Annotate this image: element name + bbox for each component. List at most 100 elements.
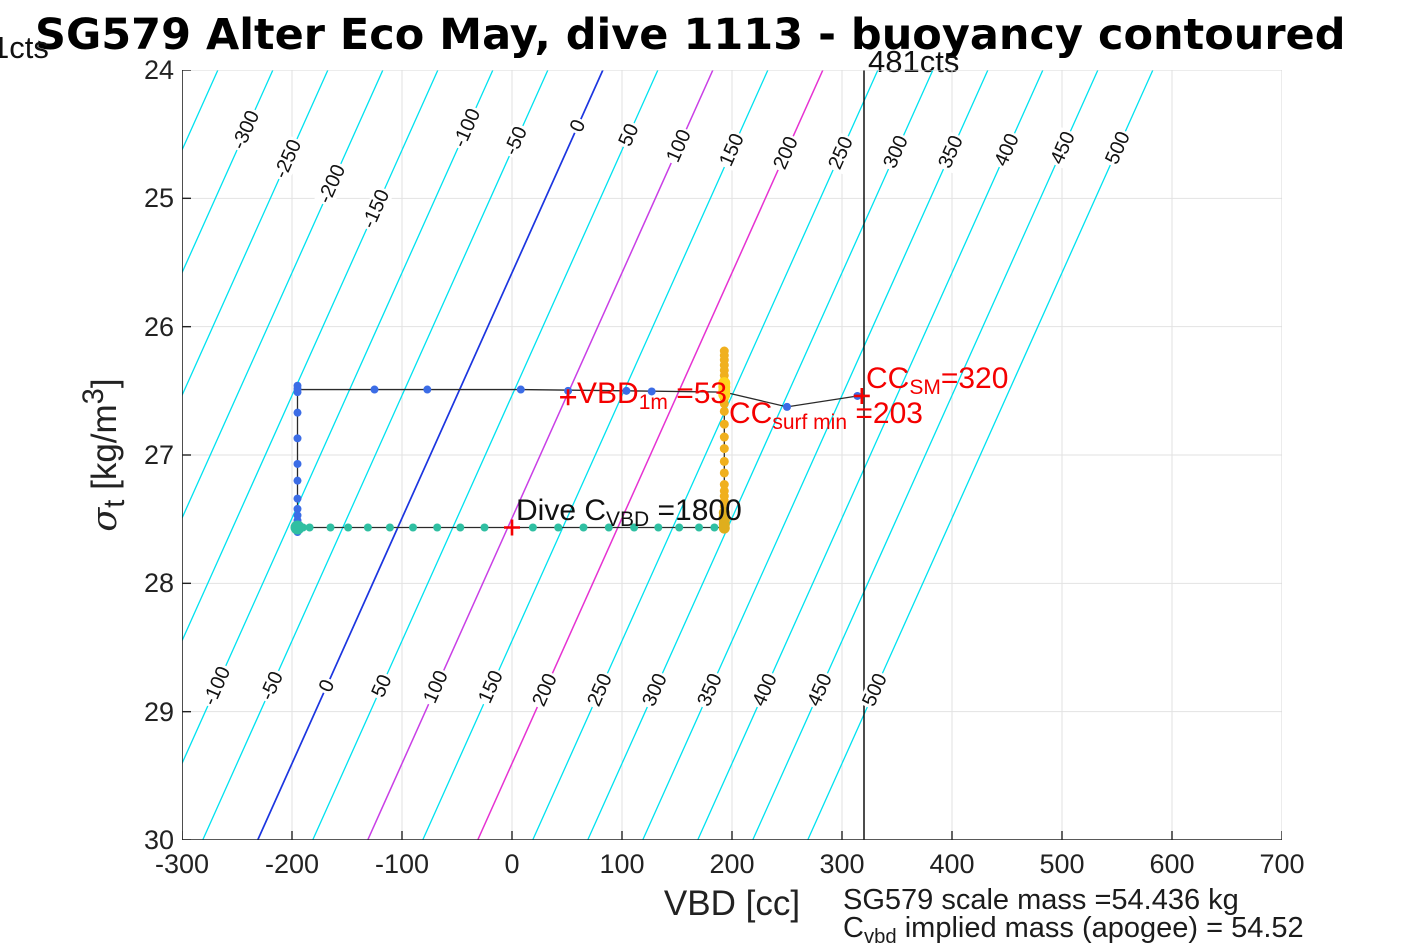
contour-line — [312, 70, 659, 840]
contour-line — [532, 70, 879, 840]
contour-line — [182, 70, 494, 766]
contour-line — [182, 70, 329, 398]
y-tick-label: 29 — [143, 696, 174, 727]
x-tick-label: 100 — [599, 849, 645, 879]
data-point-climb — [695, 523, 703, 532]
data-point-vbd-move-bright — [718, 388, 731, 401]
data-point-vbd-move — [719, 444, 729, 454]
contour-line — [752, 70, 1099, 840]
contour-line — [807, 70, 1154, 840]
annotation-text: VBD — [577, 377, 639, 410]
data-point-climb — [579, 523, 588, 532]
contour-line — [367, 70, 714, 840]
data-point-dive — [293, 388, 302, 397]
data-point-dive — [293, 434, 302, 443]
data-point-climb — [528, 523, 537, 532]
annotation-subscript: surf min — [772, 411, 848, 435]
data-point-vbd-move — [719, 456, 729, 466]
y-axis-label: σt [kg/m3] — [78, 378, 132, 531]
data-point-climb — [675, 523, 684, 532]
contour-line — [422, 70, 769, 840]
data-point-climb — [433, 523, 442, 532]
annotation-subscript: SM — [909, 376, 941, 400]
implied-mass-value: implied mass (apogee) = 54.52 — [896, 912, 1304, 944]
plus-marker — [504, 519, 520, 536]
x-tick-label: 200 — [709, 849, 755, 879]
data-point-vbd-move — [719, 468, 729, 478]
data-point-climb — [305, 523, 314, 532]
data-point-dive — [293, 476, 302, 485]
annotation-cc-sm: CCSM=320 — [866, 362, 1009, 400]
sigma-symbol: σ — [84, 507, 125, 532]
scale-mass-text: SG579 scale mass =54.436 kg — [843, 884, 1239, 916]
plus-marker — [560, 389, 577, 406]
annotation-dive-cvbd: Dive CVBD =1800 — [516, 494, 742, 532]
y-tick-label: 28 — [143, 568, 174, 599]
contour-line — [587, 70, 934, 840]
data-point-vbd-move — [719, 406, 729, 416]
implied-mass-text: Cvbd implied mass (apogee) = 54.52 — [843, 913, 1304, 945]
x-axis-label: VBD [cc] — [663, 884, 801, 923]
y-tick-label: 27 — [143, 440, 174, 470]
data-point-dive — [423, 385, 432, 394]
data-point-climb — [554, 523, 563, 532]
contour-line — [182, 70, 274, 275]
data-point-climb — [326, 523, 335, 532]
data-point-climb — [630, 523, 639, 532]
x-tick-label: 600 — [1149, 849, 1195, 879]
annotation-text: Dive C — [516, 494, 607, 527]
annotation-text: CC — [866, 362, 910, 395]
x-tick-label: -100 — [374, 849, 430, 879]
x-tick-label: 400 — [929, 849, 975, 879]
data-point-climb — [363, 523, 372, 532]
cvbd-symbol: C — [843, 912, 864, 944]
data-point-vbd-move-dense — [718, 522, 730, 534]
annotation-text: CC — [729, 397, 773, 430]
cvbd-subscript: vbd — [863, 926, 897, 945]
data-point-dive — [516, 385, 525, 394]
data-point-dive — [293, 408, 302, 417]
data-point-climb — [344, 523, 353, 532]
y-tick-label: 30 — [143, 825, 174, 855]
y-label-close: ] — [84, 378, 124, 389]
data-point-dive — [293, 494, 302, 503]
y-label-exponent: 3 — [78, 388, 111, 405]
annotation-subscript: VBD — [606, 508, 650, 532]
data-point-climb — [385, 523, 394, 532]
plus-marker — [853, 387, 870, 404]
data-point-climb — [456, 523, 465, 532]
contour-line — [202, 70, 549, 840]
annotation-cc-surf-min: CCsurf min =203 — [729, 397, 923, 435]
contour-line — [642, 70, 989, 840]
annotation-value: =320 — [940, 362, 1009, 395]
data-point-vbd-move — [719, 419, 729, 429]
annotation-value: =53 — [667, 377, 728, 410]
x-tick-label: -200 — [264, 849, 320, 879]
data-point-climb — [409, 523, 417, 532]
data-point-dive — [370, 385, 379, 394]
annotation-value: =203 — [847, 397, 923, 430]
contour-line — [477, 70, 824, 840]
x-tick-label: 700 — [1259, 849, 1305, 879]
annotation-vbd-1m: VBD1m =53 — [577, 377, 728, 415]
x-tick-label: 300 — [819, 849, 865, 879]
data-point-dive — [293, 459, 302, 468]
sigma-subscript: t — [98, 499, 131, 508]
x-tick-label: 0 — [504, 849, 520, 879]
chart-title: SG579 Alter Eco May, dive 1113 - buoyanc… — [35, 10, 1346, 60]
annotation-value: =1800 — [649, 494, 742, 527]
data-point-climb — [480, 523, 489, 532]
x-tick-label: 500 — [1039, 849, 1085, 879]
data-point-dive — [622, 386, 631, 395]
contour-line — [256, 70, 604, 840]
contour-line — [697, 70, 1044, 840]
data-point-dive — [647, 387, 656, 396]
y-tick-label: 26 — [143, 311, 174, 342]
data-point-dive — [293, 504, 302, 513]
x-tick-label: -300 — [154, 849, 210, 879]
y-tick-label: 25 — [143, 183, 174, 214]
y-label-units: [kg/m — [84, 404, 124, 500]
data-point-climb — [710, 523, 719, 532]
data-point-climb-start — [290, 520, 305, 535]
